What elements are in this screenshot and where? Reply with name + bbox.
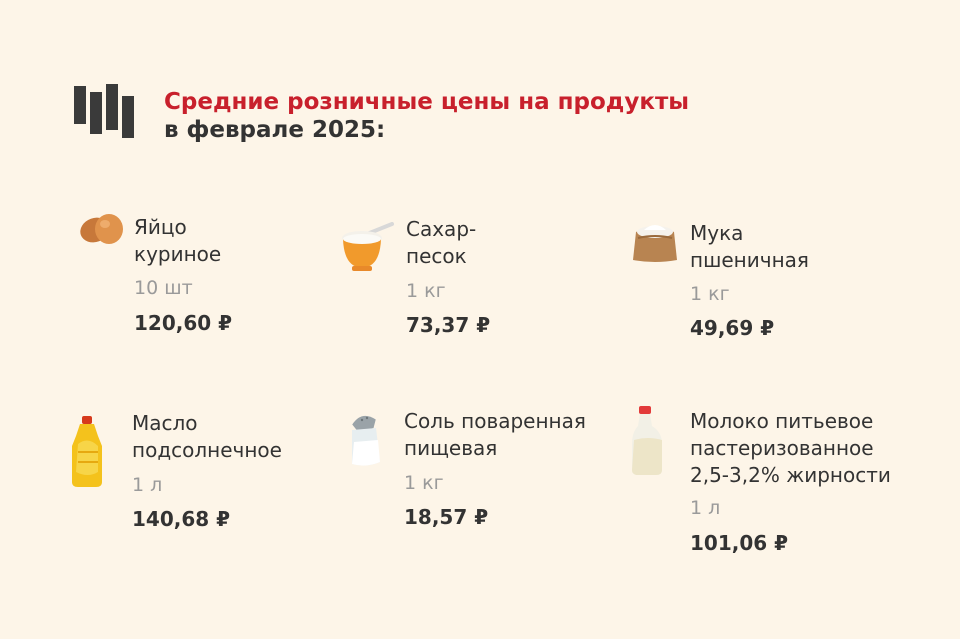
product-name: Мука пшеничная (690, 221, 809, 272)
eggs-icon (80, 214, 123, 244)
product-price: 73,37 ₽ (406, 313, 491, 337)
product-name: Сахар- песок (406, 217, 477, 268)
product-price: 18,57 ₽ (404, 505, 489, 529)
title-line-2: в феврале 2025: (164, 117, 386, 143)
product-name: Соль поваренная пищевая (404, 409, 586, 460)
sugar-bowl-icon (342, 222, 394, 271)
milk-bottle-icon (632, 406, 662, 475)
product-quantity: 1 кг (690, 283, 730, 305)
salt-shaker-icon (352, 415, 380, 466)
product-price: 101,06 ₽ (690, 531, 789, 555)
product-quantity: 1 л (690, 497, 721, 519)
product-price: 120,60 ₽ (134, 311, 233, 335)
product-price: 49,69 ₽ (690, 316, 775, 340)
page-title: Средние розничные цены на продукты в фев… (164, 88, 689, 144)
product-quantity: 1 кг (406, 280, 446, 302)
product-name: Молоко питьевое пастеризованное 2,5-3,2%… (690, 409, 891, 487)
product-quantity: 10 шт (134, 277, 193, 299)
product-price: 140,68 ₽ (132, 507, 231, 531)
product-quantity: 1 л (132, 474, 163, 496)
flour-sack-icon (633, 225, 677, 262)
product-quantity: 1 кг (404, 472, 444, 494)
oil-bottle-icon (72, 416, 102, 487)
title-line-1: Средние розничные цены на продукты (164, 89, 690, 115)
product-name: Яйцо куриное (134, 215, 222, 266)
logo-icon (74, 84, 134, 138)
product-name: Масло подсолнечное (132, 411, 282, 462)
